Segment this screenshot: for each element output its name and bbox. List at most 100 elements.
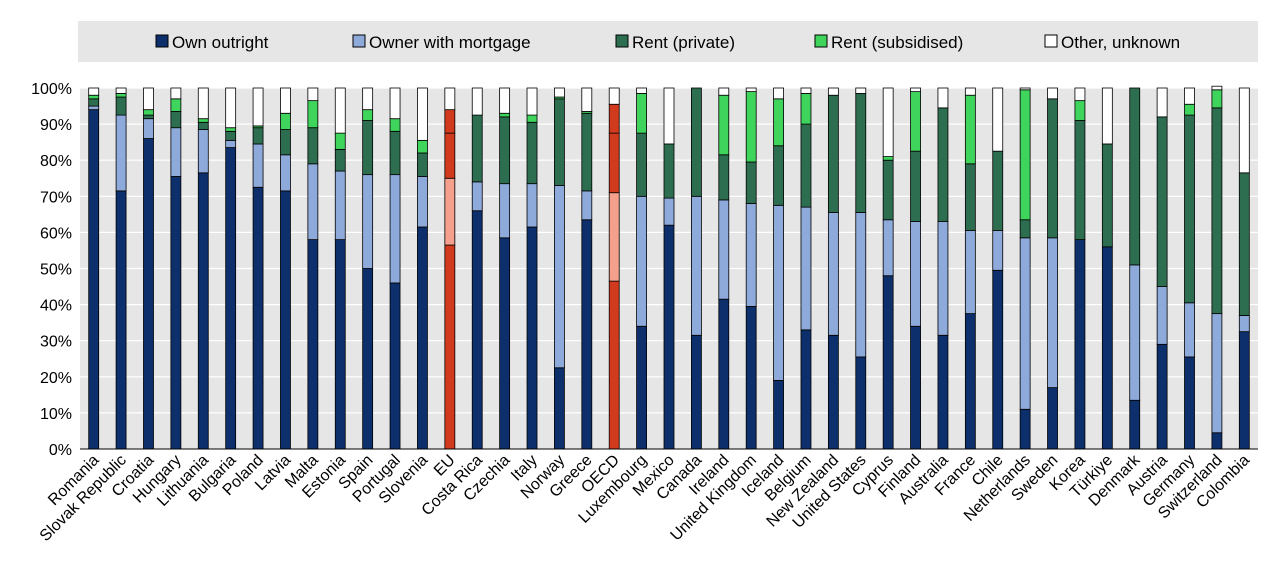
bar-other-unknown bbox=[1047, 87, 1058, 100]
y-tick-label: 30% bbox=[40, 334, 72, 351]
bar-own-outright bbox=[252, 186, 264, 450]
bar-other-unknown bbox=[663, 87, 675, 145]
y-tick-label: 40% bbox=[40, 298, 72, 315]
bar-other-unknown bbox=[389, 87, 401, 120]
legend-label-owner-with-mortgage: Owner with mortgage bbox=[369, 33, 531, 52]
bar-other-unknown bbox=[499, 87, 511, 114]
bar-rent-subsidised bbox=[389, 118, 401, 132]
bar-other-unknown bbox=[362, 87, 374, 111]
bar-owner-with-mortgage bbox=[444, 177, 456, 246]
bar-rent-private bbox=[910, 150, 921, 222]
bar-owner-with-mortgage bbox=[115, 114, 127, 192]
bar-own-outright bbox=[964, 313, 976, 450]
bar-owner-with-mortgage bbox=[937, 221, 949, 336]
bar-owner-with-mortgage bbox=[581, 190, 593, 221]
bar-rent-subsidised bbox=[170, 98, 182, 112]
bar-rent-subsidised bbox=[526, 114, 538, 123]
legend-swatch-owner-with-mortgage bbox=[352, 34, 366, 48]
bar-own-outright bbox=[992, 269, 1004, 450]
bar-rent-private bbox=[718, 154, 730, 201]
bar-rent-private bbox=[362, 120, 374, 176]
bar-rent-private bbox=[663, 143, 675, 199]
bar-owner-with-mortgage bbox=[499, 183, 511, 239]
bar-rent-subsidised bbox=[225, 127, 237, 132]
bar-rent-private bbox=[855, 93, 867, 213]
bar-own-outright bbox=[1074, 239, 1086, 450]
y-tick-label: 90% bbox=[40, 117, 72, 134]
bar-owner-with-mortgage bbox=[800, 206, 812, 331]
bar-rent-private bbox=[827, 94, 839, 213]
bar-own-outright bbox=[499, 237, 511, 450]
bar-other-unknown bbox=[471, 87, 483, 116]
bar-rent-private bbox=[882, 159, 894, 221]
bar-owner-with-mortgage bbox=[1047, 237, 1058, 389]
bar-own-outright bbox=[1047, 387, 1058, 450]
bar-other-unknown bbox=[1074, 87, 1086, 102]
bar-rent-subsidised bbox=[362, 109, 374, 121]
legend-swatch-own-outright bbox=[155, 34, 169, 48]
bar-owner-with-mortgage bbox=[554, 185, 565, 369]
y-tick-label: 100% bbox=[31, 81, 72, 98]
bar-rent-subsidised bbox=[718, 94, 730, 156]
bar-rent-private bbox=[937, 107, 949, 222]
legend-label-rent-private: Rent (private) bbox=[632, 33, 735, 52]
bar-own-outright bbox=[636, 325, 647, 450]
bar-other-unknown bbox=[718, 87, 730, 96]
bar-own-outright bbox=[1211, 432, 1223, 450]
bar-own-outright bbox=[334, 239, 346, 450]
bar-own-outright bbox=[88, 109, 100, 450]
bar-rent-private bbox=[1047, 98, 1058, 239]
legend-label-other-unknown: Other, unknown bbox=[1061, 33, 1180, 52]
bar-other-unknown bbox=[910, 87, 921, 93]
bar-own-outright bbox=[417, 226, 428, 450]
bar-owner-with-mortgage bbox=[334, 170, 346, 241]
bar-own-outright bbox=[115, 190, 127, 450]
bar-own-outright bbox=[170, 176, 182, 450]
bar-rent-subsidised bbox=[964, 94, 976, 165]
bar-owner-with-mortgage bbox=[855, 212, 867, 358]
bar-own-outright bbox=[608, 280, 620, 450]
bar-rent-private bbox=[334, 148, 346, 172]
bar-rent-private bbox=[115, 96, 127, 116]
bar-owner-with-mortgage bbox=[471, 181, 483, 212]
bar-rent-subsidised bbox=[197, 118, 209, 123]
bar-other-unknown bbox=[444, 87, 456, 111]
bar-other-unknown bbox=[225, 87, 237, 129]
bar-own-outright bbox=[143, 138, 154, 450]
bar-owner-with-mortgage bbox=[1184, 302, 1195, 358]
bar-rent-subsidised bbox=[800, 93, 812, 125]
bar-owner-with-mortgage bbox=[1156, 286, 1168, 345]
bar-other-unknown bbox=[855, 87, 867, 94]
bar-rent-private bbox=[499, 116, 511, 185]
bar-other-unknown bbox=[170, 87, 182, 100]
y-tick-label: 80% bbox=[40, 153, 72, 170]
bar-owner-with-mortgage bbox=[691, 195, 702, 336]
bar-rent-private bbox=[773, 145, 784, 206]
bar-own-outright bbox=[800, 329, 812, 450]
bar-rent-private bbox=[1238, 172, 1250, 316]
bar-owner-with-mortgage bbox=[1211, 313, 1223, 434]
bar-rent-private bbox=[1156, 116, 1168, 287]
bar-other-unknown bbox=[143, 87, 154, 111]
bar-owner-with-mortgage bbox=[225, 139, 237, 148]
bar-owner-with-mortgage bbox=[197, 129, 209, 174]
bar-own-outright bbox=[389, 282, 401, 450]
bars bbox=[88, 85, 1250, 450]
bar-own-outright bbox=[444, 244, 456, 450]
bar-other-unknown bbox=[964, 87, 976, 96]
bar-owner-with-mortgage bbox=[389, 174, 401, 284]
bar-rent-subsidised bbox=[910, 91, 921, 152]
bar-other-unknown bbox=[526, 87, 538, 116]
y-tick-label: 0% bbox=[49, 442, 72, 459]
bar-rent-private bbox=[1101, 143, 1113, 248]
bar-other-unknown bbox=[1211, 85, 1223, 91]
bar-own-outright bbox=[1184, 356, 1195, 450]
bar-rent-subsidised bbox=[115, 93, 127, 98]
bar-own-outright bbox=[773, 380, 784, 450]
bar-rent-subsidised bbox=[280, 112, 291, 130]
bar-own-outright bbox=[910, 325, 921, 450]
bar-other-unknown bbox=[1238, 87, 1250, 174]
bar-owner-with-mortgage bbox=[827, 212, 839, 336]
bar-own-outright bbox=[1238, 331, 1250, 450]
bar-rent-private bbox=[280, 129, 291, 156]
